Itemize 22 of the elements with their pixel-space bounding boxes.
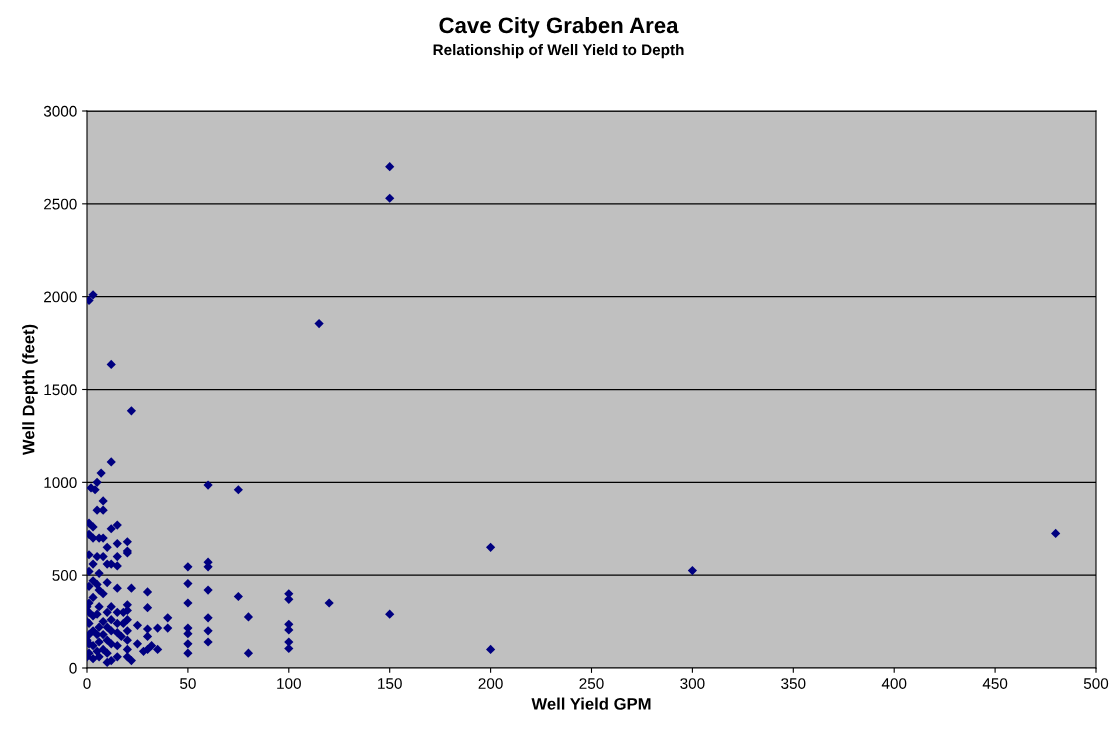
y-axis-title: Well Depth (feet)	[22, 324, 38, 456]
x-tick-label: 0	[83, 678, 91, 689]
chart-subtitle: Relationship of Well Yield to Depth	[433, 43, 684, 59]
y-tick-label: 0	[69, 662, 77, 674]
y-tick-label: 1000	[44, 477, 77, 489]
x-tick-label: 500	[1083, 678, 1109, 689]
y-tick-label: 500	[52, 570, 77, 581]
x-tick-label: 50	[180, 678, 196, 689]
x-tick-label: 150	[378, 678, 402, 689]
x-tick-label: 100	[277, 678, 301, 689]
x-tick-label: 250	[579, 678, 604, 689]
y-tick-label: 2000	[44, 291, 77, 303]
x-tick-label: 300	[680, 678, 705, 689]
y-tick-label: 2500	[44, 198, 77, 210]
x-tick-label: 350	[781, 678, 806, 689]
x-axis-title: Well Yield GPM	[531, 697, 651, 710]
x-tick-label: 400	[881, 678, 907, 689]
x-tick-label: 450	[982, 678, 1008, 689]
y-tick-label: 1500	[44, 384, 77, 396]
chart-title: Cave City Graben Area	[439, 16, 679, 38]
x-tick-label: 200	[478, 678, 503, 689]
y-tick-label: 3000	[43, 105, 77, 117]
